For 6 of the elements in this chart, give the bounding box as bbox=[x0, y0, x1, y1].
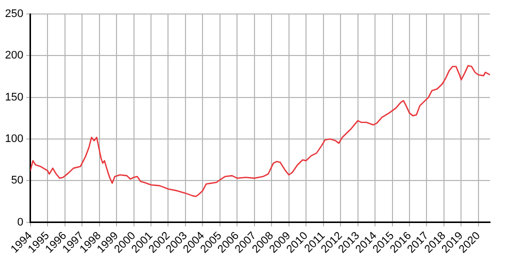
y-tick-label: 100 bbox=[4, 133, 24, 146]
y-tick-label: 0 bbox=[17, 216, 24, 228]
y-tick-label: 200 bbox=[4, 50, 24, 62]
y-tick-label: 50 bbox=[11, 174, 24, 187]
y-tick-label: 150 bbox=[4, 91, 24, 104]
y-tick-label: 250 bbox=[4, 8, 24, 20]
